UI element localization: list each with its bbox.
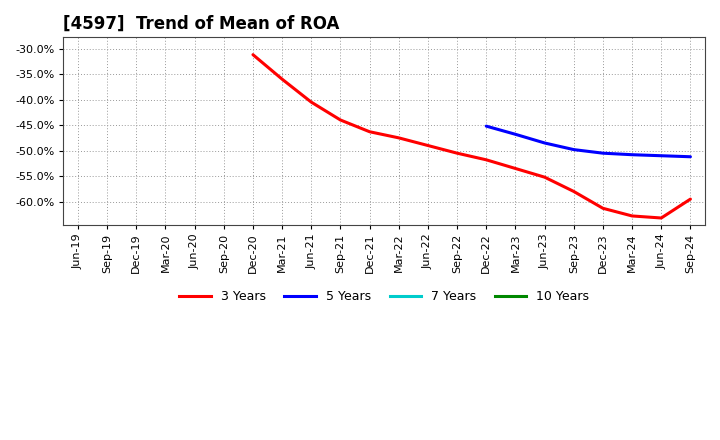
Legend: 3 Years, 5 Years, 7 Years, 10 Years: 3 Years, 5 Years, 7 Years, 10 Years <box>174 285 594 308</box>
Text: [4597]  Trend of Mean of ROA: [4597] Trend of Mean of ROA <box>63 15 340 33</box>
